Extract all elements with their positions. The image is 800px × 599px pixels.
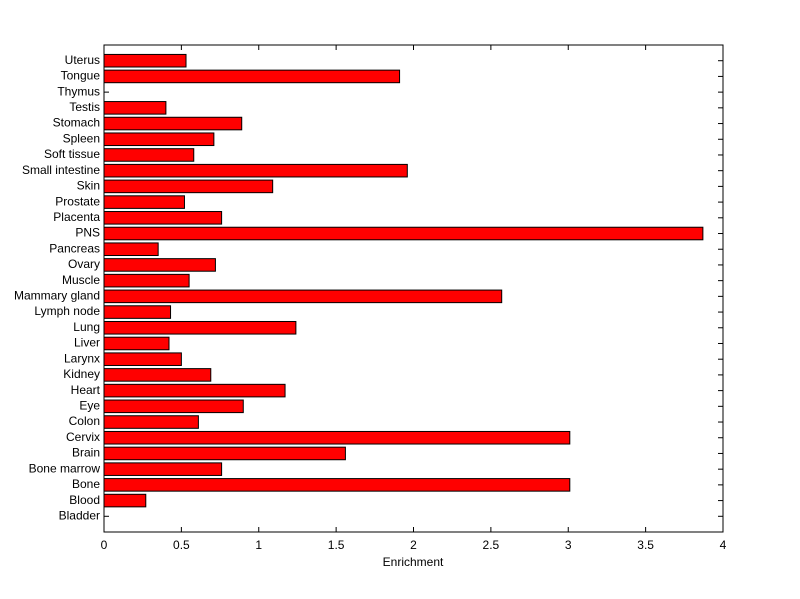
y-tick-label: Placenta [53,210,100,224]
x-tick-label: 3 [565,538,572,552]
bar [103,493,147,508]
x-tick-label: 1 [255,538,262,552]
bar [103,163,408,178]
y-tick-label: Cervix [66,430,100,444]
y-tick-label: Tongue [61,69,101,83]
x-tick-label: 1.5 [328,538,345,552]
bar [103,383,286,398]
y-tick-label: Larynx [64,351,100,365]
y-tick-label: Heart [71,383,101,397]
y-tick-label: Skin [77,179,100,193]
y-tick-label: Colon [69,414,100,428]
y-tick-label: Blood [69,493,100,507]
y-tick-label: Testis [69,100,100,114]
x-axis-label: Enrichment [383,555,444,569]
bar [103,101,167,115]
x-tick-label: 4 [720,538,727,552]
y-tick-label: Lung [73,320,100,334]
y-tick-label: Small intestine [22,163,100,177]
y-tick-label: Pancreas [49,241,100,255]
y-tick-label: Thymus [57,84,100,98]
bar [103,430,571,445]
bar [103,226,704,241]
y-tick-label: Spleen [63,131,100,145]
bar [103,399,244,414]
y-tick-label: Prostate [55,194,100,208]
bar [103,273,190,288]
x-tick-label: 0 [101,538,108,552]
bar [103,242,159,257]
bar [103,148,195,162]
y-tick-label: Liver [74,336,100,350]
y-tick-label: Kidney [63,367,100,381]
bar [103,352,182,366]
bar [103,132,215,147]
y-tick-label: PNS [75,226,100,240]
bar [103,368,212,382]
bar [103,116,243,131]
y-tick-label: Uterus [65,53,100,67]
y-tick-label: Bone marrow [29,461,101,475]
bar [103,258,216,272]
bar [103,462,223,476]
bar [103,336,170,351]
bar [103,211,223,225]
y-tick-label: Soft tissue [44,147,100,161]
y-tick-label: Lymph node [34,304,100,318]
x-tick-label: 3.5 [637,538,654,552]
y-tick-label: Muscle [62,273,100,287]
y-tick-label: Stomach [53,116,100,130]
y-tick-label: Bone [72,477,100,491]
y-tick-label: Eye [79,398,100,412]
y-tick-label: Bladder [59,508,100,522]
bar [103,195,185,209]
bar [103,179,274,194]
bar [103,53,187,68]
bar [103,289,503,304]
y-tick-label: Ovary [68,257,100,271]
x-tick-label: 2 [410,538,417,552]
bar [103,69,401,84]
x-tick-label: 0.5 [173,538,190,552]
bar [103,446,346,461]
y-tick-label: Brain [72,446,100,460]
x-tick-label: 2.5 [483,538,500,552]
bar [103,320,297,335]
y-tick-label: Mammary gland [14,289,100,303]
bar [103,478,571,492]
bar [103,415,199,429]
bar [103,305,172,319]
